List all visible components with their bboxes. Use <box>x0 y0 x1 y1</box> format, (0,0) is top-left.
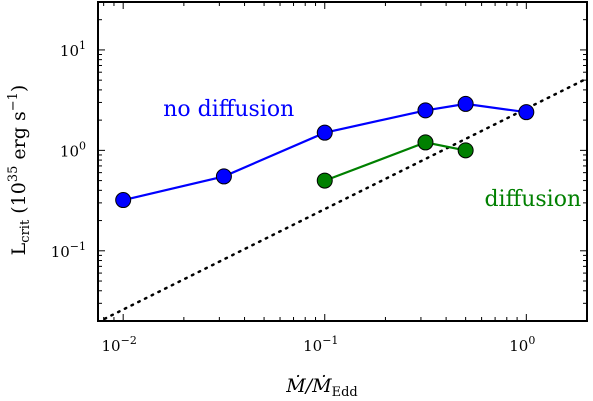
annotation-diffusion: diffusion <box>484 187 581 212</box>
series-line-no-diffusion <box>122 102 527 202</box>
y-tick-label-0: 10−1 <box>51 240 86 261</box>
y-axis-label-unit-exp2: −1 <box>6 92 21 111</box>
x-axis-label-main: Ṁ/Ṁ <box>285 374 332 397</box>
data-point-no-diffusion-0 <box>115 192 132 209</box>
series-diffusion <box>316 134 474 189</box>
data-point-no-diffusion-3 <box>417 102 434 119</box>
y-tick-base: 10 <box>60 42 79 60</box>
y-axis-label-sub: crit <box>18 219 33 243</box>
x-tick-label-2: 100 <box>509 334 535 355</box>
x-tick-exp: 0 <box>528 334 535 347</box>
data-point-diffusion-0 <box>316 172 333 189</box>
x-tick-label-0: 10−2 <box>102 334 137 355</box>
y-axis-label-unit-open: (10 <box>8 182 30 220</box>
y-tick-label-2: 101 <box>60 39 86 60</box>
reference-line-layer <box>98 77 587 321</box>
x-axis-label: Ṁ/ṀEdd <box>285 374 357 400</box>
y-tick-exp: −1 <box>70 240 86 253</box>
y-axis-label: Lcrit (1035 erg s−1) <box>6 85 33 256</box>
y-tick-base: 10 <box>60 142 79 160</box>
y-axis-label-unit-exp: 35 <box>6 166 21 183</box>
data-point-no-diffusion-2 <box>316 124 333 141</box>
reference-line <box>98 77 587 321</box>
series-no-diffusion <box>115 95 535 209</box>
y-tick-exp: 1 <box>79 39 86 52</box>
data-point-no-diffusion-1 <box>215 168 232 185</box>
y-tick-exp: 0 <box>79 139 86 152</box>
y-tick-base: 10 <box>51 243 70 261</box>
x-axis-label-sub: Edd <box>332 385 358 400</box>
x-tick-base: 10 <box>509 337 528 355</box>
y-axis-label-unit-mid: erg s <box>8 111 30 165</box>
data-point-no-diffusion-5 <box>518 104 535 121</box>
annotation-no-diffusion: no diffusion <box>163 97 294 122</box>
x-tick-label-1: 10−1 <box>303 334 338 355</box>
y-axis-label-unit-close: ) <box>8 85 30 92</box>
plot-area <box>98 2 587 321</box>
x-tick-exp: −1 <box>322 334 338 347</box>
x-tick-base: 10 <box>102 337 121 355</box>
y-tick-label-1: 100 <box>60 139 86 160</box>
plot-frame <box>97 1 588 322</box>
series-layer <box>115 95 535 209</box>
data-point-diffusion-2 <box>457 142 474 159</box>
data-point-no-diffusion-4 <box>457 95 474 112</box>
y-axis-label-main: L <box>8 242 30 255</box>
x-tick-exp: −2 <box>121 334 137 347</box>
data-point-diffusion-1 <box>417 134 434 151</box>
x-tick-base: 10 <box>303 337 322 355</box>
